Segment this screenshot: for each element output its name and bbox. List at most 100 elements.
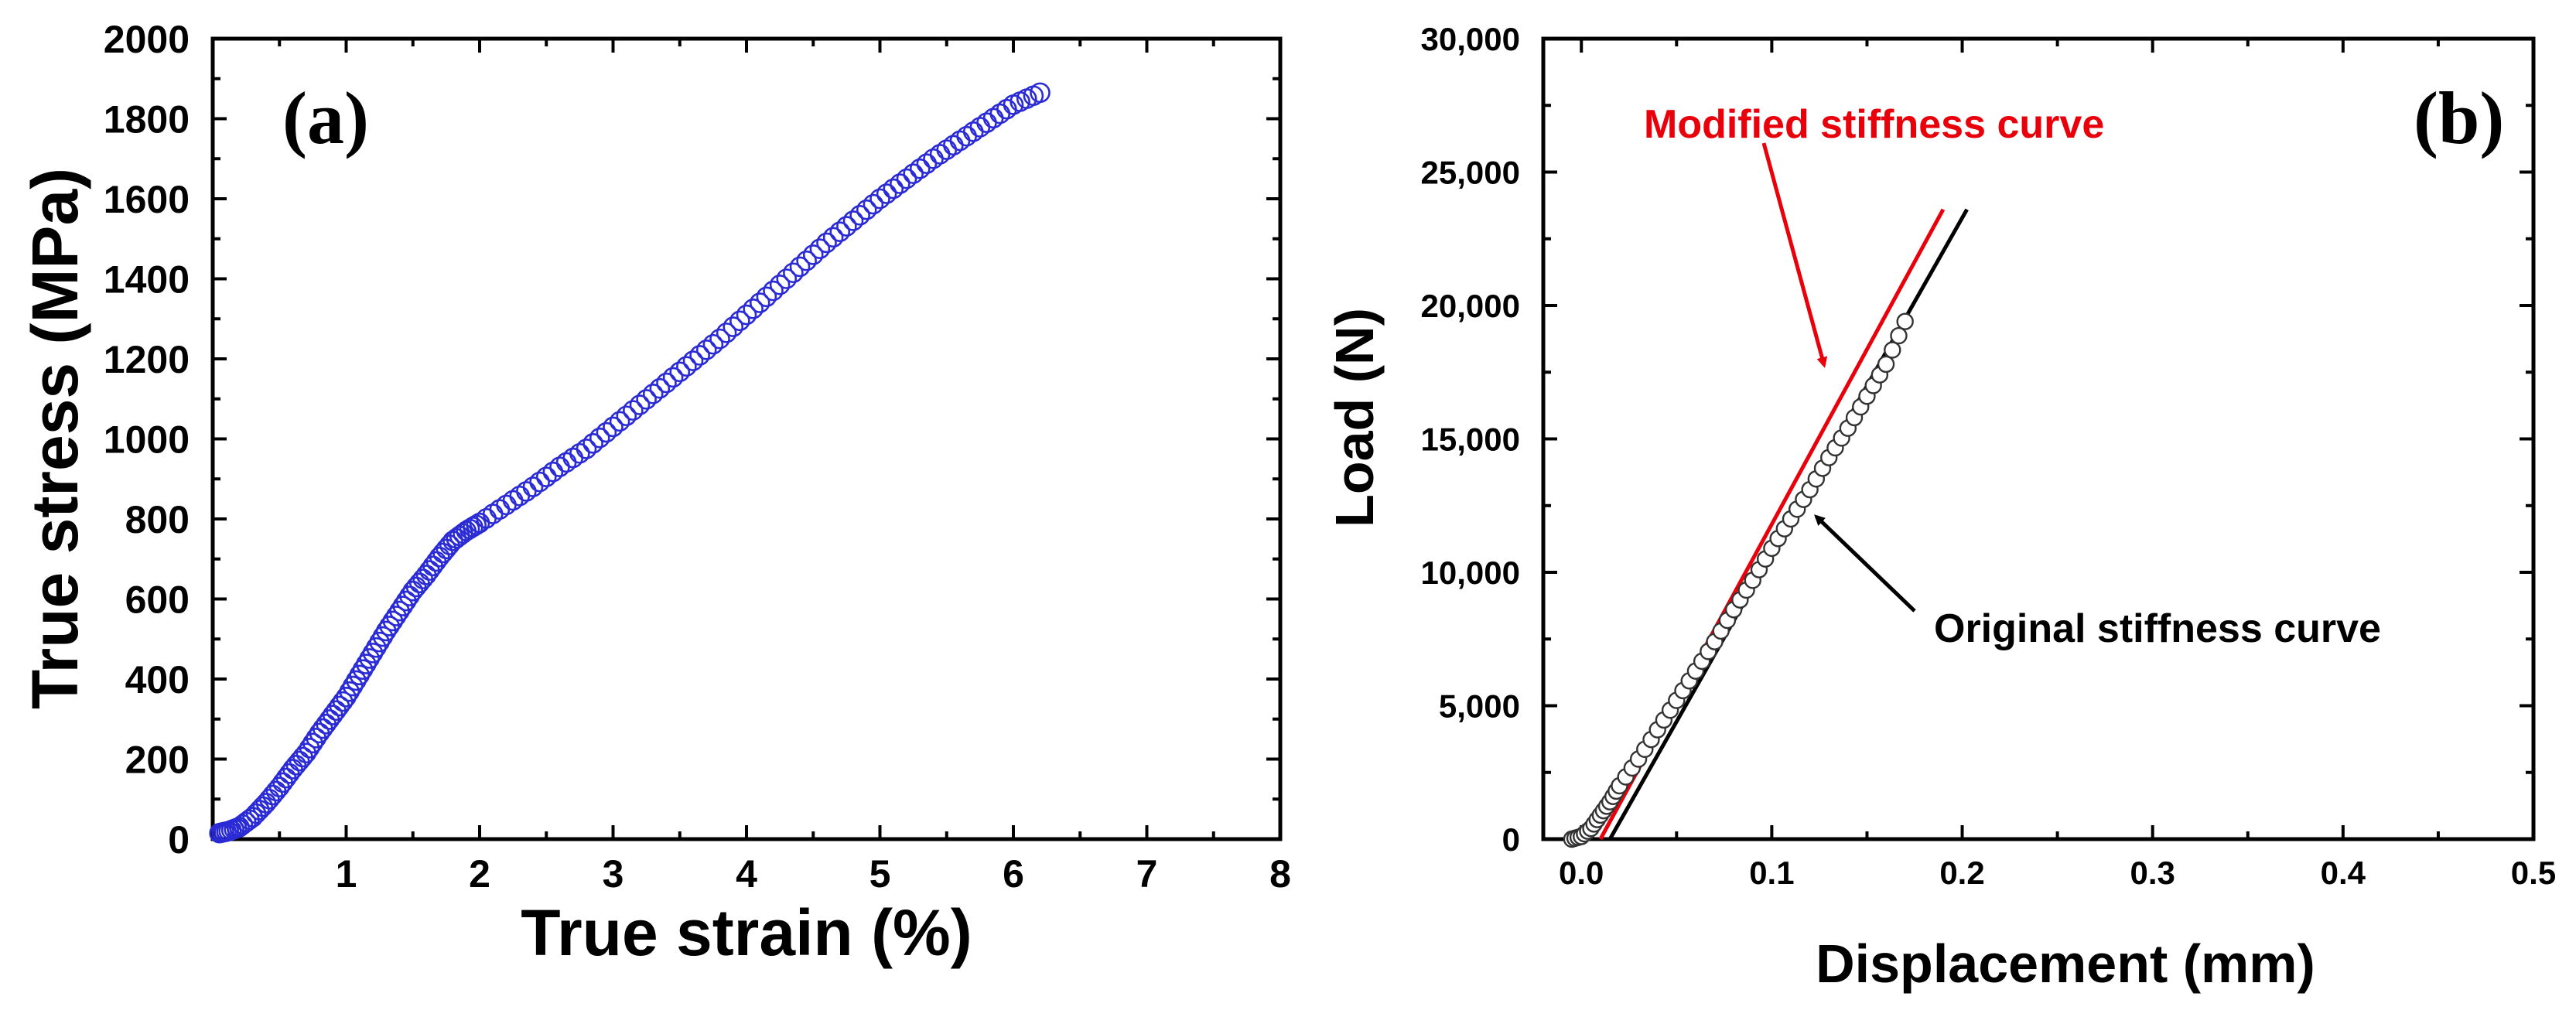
data-point <box>362 643 384 664</box>
data-point <box>763 280 784 302</box>
y-tick-label: 1600 <box>104 178 190 221</box>
data-point <box>562 447 584 469</box>
y-tick-label: 5,000 <box>1439 688 1520 725</box>
data-point <box>1884 341 1901 359</box>
y-tick-label: 1000 <box>104 418 190 462</box>
data-point <box>916 153 938 175</box>
data-point <box>709 328 730 350</box>
x-tick-label: 4 <box>736 852 757 896</box>
data-point <box>336 686 357 708</box>
x-tick-label: 3 <box>603 852 624 896</box>
data-point <box>623 400 644 421</box>
data-point <box>796 250 817 271</box>
data-point <box>636 389 657 410</box>
data-point <box>509 485 531 507</box>
data-point <box>522 476 544 497</box>
data-point <box>789 256 811 278</box>
data-point <box>669 361 691 383</box>
data-point <box>466 514 487 536</box>
panel-b-load-displacement-chart: 0.0 0.1 0.2 0.3 0.4 0.5 0 5,000 10,000 15,000 20,… <box>1324 21 2556 994</box>
data-point <box>783 262 804 284</box>
data-point <box>876 183 897 204</box>
data-point <box>302 732 323 754</box>
data-point <box>369 631 390 653</box>
plot-frame-a <box>210 36 1283 841</box>
x-tick-label: 0.3 <box>2130 855 2175 891</box>
panel-label-a: (a) <box>282 77 369 159</box>
data-point <box>379 616 400 636</box>
data-point <box>695 340 717 360</box>
data-point <box>969 117 991 138</box>
data-point <box>769 274 791 295</box>
data-point <box>339 681 360 702</box>
data-point <box>596 421 617 443</box>
y-tick-label: 800 <box>125 498 190 541</box>
data-point <box>976 112 997 133</box>
data-point <box>649 377 671 399</box>
y-tick-label: 30,000 <box>1421 21 1520 57</box>
data-point <box>1896 312 1914 330</box>
y-axis-ticks-b: 0 5,000 10,000 15,000 20,000 25,000 30,000 <box>1421 21 2533 858</box>
data-point <box>366 636 387 658</box>
data-point <box>962 121 984 142</box>
y-axis-title-b: Load (N) <box>1324 308 1385 527</box>
data-point <box>392 596 414 616</box>
y-tick-label: 600 <box>125 578 190 622</box>
data-points-b <box>1563 312 1914 848</box>
x-tick-label: 0.2 <box>1939 855 1984 891</box>
data-point <box>883 178 904 200</box>
data-point <box>723 316 744 337</box>
x-tick-label: 0.5 <box>2511 855 2556 891</box>
x-tick-label: 8 <box>1269 852 1291 896</box>
data-point <box>535 466 557 487</box>
data-point <box>356 654 377 674</box>
data-point <box>836 216 857 237</box>
y-tick-label: 2000 <box>104 18 190 61</box>
annotation-modified-stiffness: Modified stiffness curve <box>1644 102 2104 147</box>
data-point <box>903 163 924 184</box>
y-axis-title-a: True stress (MPa) <box>19 168 91 709</box>
data-point <box>616 405 637 427</box>
data-point <box>583 433 603 454</box>
data-point <box>896 168 917 189</box>
data-point <box>482 503 504 524</box>
data-point <box>863 193 884 215</box>
x-axis-title-a: True strain (%) <box>521 896 972 969</box>
data-point <box>656 372 677 394</box>
data-point <box>346 670 367 691</box>
data-point <box>395 590 417 612</box>
y-tick-label: 1400 <box>104 258 190 302</box>
data-point <box>542 461 564 483</box>
data-point <box>749 292 770 313</box>
data-point <box>676 356 697 377</box>
data-point <box>332 691 354 712</box>
data-point <box>743 299 764 319</box>
data-point <box>776 268 798 289</box>
data-point <box>296 742 317 764</box>
y-tick-label: 1800 <box>104 98 190 142</box>
x-tick-label: 0.0 <box>1559 855 1604 891</box>
data-point <box>349 664 371 686</box>
plot-frame-b <box>1541 36 2536 841</box>
data-point <box>716 323 737 343</box>
data-point <box>729 310 750 332</box>
data-point <box>569 442 590 464</box>
data-point <box>736 304 757 326</box>
data-point <box>756 286 777 308</box>
data-point <box>943 135 964 156</box>
data-point <box>372 626 394 647</box>
data-point <box>842 210 864 231</box>
data-point <box>682 350 704 371</box>
y-axis-ticks-a: 0 200 400 600 800 1000 1200 1400 1600 1800 2000 <box>104 18 1280 862</box>
data-point <box>489 499 511 520</box>
annotation-original-stiffness: Original stiffness curve <box>1934 606 2381 651</box>
x-tick-label: 0.4 <box>2321 855 2366 891</box>
data-point <box>802 244 824 265</box>
y-tick-label: 15,000 <box>1421 421 1520 458</box>
annotation-arrow-modified <box>1761 142 1828 368</box>
data-point <box>502 490 524 511</box>
data-point <box>375 620 397 642</box>
data-point <box>629 394 651 415</box>
panel-a-stress-strain-chart: 1 2 3 4 5 6 7 8 0 200 400 600 800 1000 1200 1400 1600 18… <box>19 18 1291 969</box>
